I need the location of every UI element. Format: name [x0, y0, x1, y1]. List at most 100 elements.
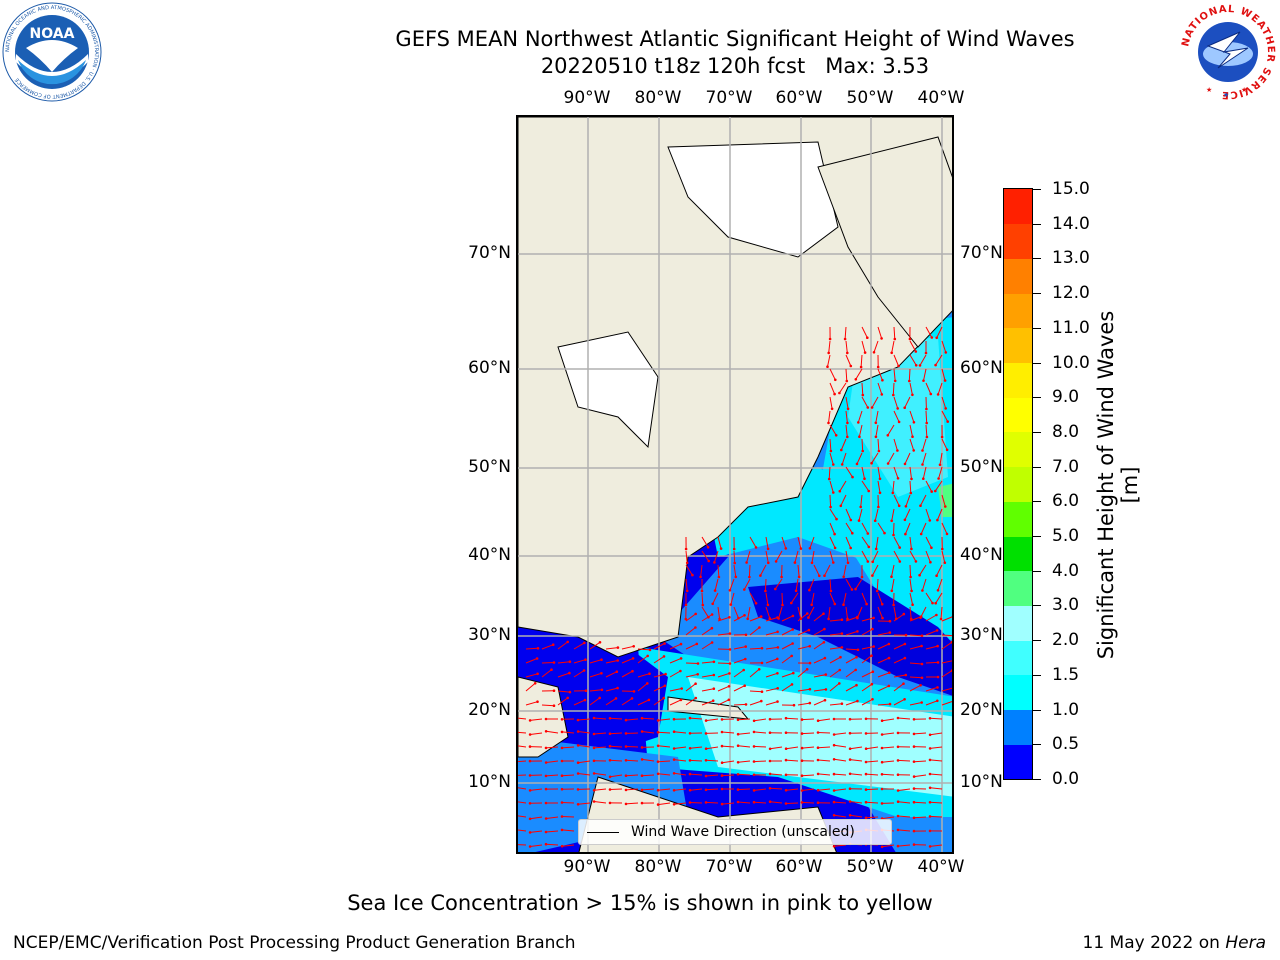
direction-arrow [921, 578, 927, 591]
direction-arrowhead [688, 801, 692, 804]
colorbar-tick [1033, 397, 1041, 399]
direction-arrowhead [754, 546, 758, 549]
direction-arrowhead [887, 684, 891, 688]
direction-arrowhead [840, 448, 843, 452]
direction-arrowhead [566, 640, 569, 644]
direction-arrowhead [936, 393, 940, 396]
direction-arrow [625, 774, 639, 777]
direction-arrow [749, 668, 760, 678]
direction-arrow [845, 578, 853, 590]
svg-text:★: ★ [1223, 91, 1229, 99]
direction-arrowhead [776, 616, 779, 619]
direction-arrowhead [892, 393, 895, 397]
direction-arrow [781, 592, 783, 606]
direction-arrow [865, 773, 879, 776]
direction-arrow [797, 668, 808, 678]
direction-arrow [892, 480, 895, 493]
direction-arrow [897, 844, 911, 847]
direction-arrow [753, 801, 767, 804]
direction-arrow [845, 606, 848, 619]
direction-arrow [765, 631, 778, 636]
direction-arrowhead [608, 732, 612, 735]
direction-arrow [657, 760, 671, 763]
direction-arrowhead [928, 733, 932, 737]
direction-arrowhead [880, 746, 884, 750]
direction-arrow [877, 592, 883, 605]
lon-label: 40°W [917, 88, 965, 108]
direction-arrowhead [720, 718, 724, 721]
direction-arrow [941, 340, 947, 353]
direction-arrowhead [928, 747, 932, 750]
direction-arrowhead [808, 588, 811, 592]
direction-arrowhead [560, 815, 564, 818]
map-panel [516, 115, 954, 854]
direction-arrow [754, 788, 767, 791]
direction-arrowhead [727, 685, 731, 688]
direction-arrow [850, 746, 863, 750]
direction-arrow [882, 718, 895, 722]
direction-arrowhead [656, 744, 660, 748]
direction-arrow [717, 564, 720, 578]
direction-arrow [887, 452, 895, 464]
direction-arrow [909, 382, 913, 395]
colorbar-tick [1033, 570, 1041, 572]
direction-arrow [829, 646, 842, 650]
direction-arrow [845, 466, 853, 478]
direction-arrowhead [839, 655, 842, 659]
direction-arrowhead [922, 477, 925, 481]
direction-arrowhead [536, 647, 540, 650]
direction-arrowhead [752, 730, 756, 734]
direction-arrowhead [880, 760, 884, 764]
direction-arrow [701, 674, 714, 678]
direction-arrow [589, 689, 602, 692]
direction-arrowhead [704, 801, 708, 804]
lon-label: 60°W [775, 857, 823, 877]
direction-arrowhead [857, 421, 860, 424]
direction-arrowhead [858, 435, 861, 439]
direction-arrow [722, 802, 735, 805]
direction-arrowhead [928, 758, 932, 762]
direction-arrowhead [890, 589, 894, 593]
direction-arrow [925, 661, 939, 664]
direction-arrow [845, 630, 858, 636]
direction-arrow [829, 536, 836, 549]
direction-arrowhead [679, 698, 683, 702]
direction-arrow [701, 700, 714, 706]
direction-arrowhead [928, 519, 932, 522]
direction-arrow [641, 774, 655, 777]
direction-arrowhead [936, 589, 940, 592]
direction-arrowhead [576, 718, 580, 722]
direction-arrow [685, 697, 697, 706]
direction-arrow [858, 424, 863, 437]
direction-arrowhead [845, 379, 849, 383]
direction-arrow [765, 672, 778, 678]
direction-arrow [717, 672, 730, 678]
direction-arrowhead [864, 717, 868, 721]
direction-arrowhead [840, 463, 844, 466]
direction-arrow [781, 615, 794, 622]
direction-arrow [829, 452, 834, 465]
direction-arrowhead [892, 533, 895, 537]
direction-arrow [733, 658, 746, 664]
direction-arrowhead [536, 672, 539, 676]
direction-arrowhead [704, 759, 708, 762]
direction-arrowhead [624, 745, 628, 748]
direction-arrow [845, 700, 858, 706]
direction-arrowhead [560, 759, 564, 763]
direction-arrow [610, 774, 623, 778]
colorbar-tick [1033, 293, 1041, 295]
direction-arrow [818, 773, 831, 776]
direction-arrow [797, 688, 810, 692]
direction-arrow [807, 606, 815, 618]
direction-arrow [759, 564, 767, 576]
direction-arrow [909, 592, 914, 605]
direction-arrow [701, 536, 709, 548]
direction-arrow [845, 368, 848, 382]
direction-arrow [721, 731, 735, 734]
direction-arrowhead [888, 631, 892, 634]
direction-arrowhead [807, 616, 810, 619]
direction-arrowhead [528, 789, 532, 792]
direction-arrowhead [827, 421, 830, 425]
direction-arrowhead [914, 350, 918, 353]
lat-label: 70°N [468, 243, 511, 263]
